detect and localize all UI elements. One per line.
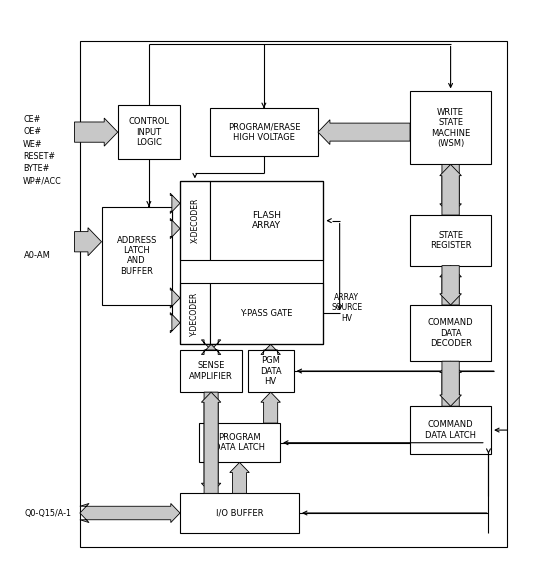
Bar — [180, 282, 210, 344]
Text: PROGRAM
DATA LATCH: PROGRAM DATA LATCH — [214, 433, 265, 453]
Text: COMMAND
DATA LATCH: COMMAND DATA LATCH — [425, 420, 476, 440]
Polygon shape — [440, 164, 461, 215]
Text: Y-DECODER: Y-DECODER — [190, 292, 199, 336]
Polygon shape — [75, 118, 118, 146]
Polygon shape — [170, 312, 180, 333]
Text: PROGRAM/ERASE
HIGH VOLTAGE: PROGRAM/ERASE HIGH VOLTAGE — [227, 123, 300, 142]
Text: STATE
REGISTER: STATE REGISTER — [430, 231, 471, 250]
Bar — [210, 282, 324, 344]
Text: X-DECODER: X-DECODER — [190, 198, 199, 244]
Polygon shape — [80, 503, 180, 523]
Polygon shape — [440, 361, 461, 406]
Polygon shape — [440, 266, 461, 305]
Polygon shape — [440, 164, 461, 215]
Polygon shape — [201, 340, 221, 350]
Polygon shape — [230, 462, 249, 493]
Text: SENSE
AMPLIFIER: SENSE AMPLIFIER — [189, 362, 233, 381]
Text: FLASH
ARRAY: FLASH ARRAY — [252, 211, 281, 231]
Text: CONTROL
INPUT
LOGIC: CONTROL INPUT LOGIC — [128, 117, 169, 147]
Bar — [180, 493, 299, 533]
Text: I/O BUFFER: I/O BUFFER — [216, 508, 263, 518]
Polygon shape — [75, 228, 102, 256]
Text: Y-PASS GATE: Y-PASS GATE — [240, 309, 293, 318]
Bar — [102, 207, 172, 305]
Text: ADDRESS
LATCH
AND
BUFFER: ADDRESS LATCH AND BUFFER — [116, 236, 157, 276]
Polygon shape — [318, 120, 410, 145]
Text: PGM
DATA
HV: PGM DATA HV — [260, 356, 281, 386]
Text: A0-AM: A0-AM — [24, 251, 51, 260]
Polygon shape — [201, 392, 221, 493]
Polygon shape — [170, 288, 180, 308]
Bar — [180, 350, 242, 392]
Polygon shape — [261, 392, 280, 423]
Text: WE#: WE# — [23, 140, 42, 149]
Polygon shape — [201, 392, 221, 493]
Polygon shape — [261, 344, 280, 354]
Polygon shape — [440, 266, 461, 305]
Polygon shape — [440, 361, 461, 406]
Bar — [80, 41, 508, 547]
Bar — [248, 350, 294, 392]
Text: BYTE#: BYTE# — [23, 164, 50, 173]
Bar — [210, 181, 324, 260]
Bar — [210, 108, 318, 156]
Bar — [410, 92, 491, 164]
Polygon shape — [170, 193, 180, 214]
Bar — [410, 215, 491, 266]
Text: WRITE
STATE
MACHINE
(WSM): WRITE STATE MACHINE (WSM) — [431, 108, 470, 148]
Text: RESET#: RESET# — [23, 152, 55, 161]
Text: ARRAY
SOURCE
HV: ARRAY SOURCE HV — [331, 293, 362, 323]
Text: WP#/ACC: WP#/ACC — [23, 177, 62, 186]
Bar — [180, 181, 324, 344]
Bar — [118, 106, 180, 159]
Text: Q0-Q15/A-1: Q0-Q15/A-1 — [24, 508, 71, 518]
Polygon shape — [170, 219, 180, 238]
Bar — [199, 423, 280, 462]
Bar — [410, 406, 491, 454]
Text: OE#: OE# — [23, 127, 41, 136]
Bar — [180, 181, 210, 260]
Text: COMMAND
DATA
DECODER: COMMAND DATA DECODER — [428, 318, 473, 348]
Polygon shape — [201, 344, 221, 354]
Text: CE#: CE# — [23, 115, 40, 124]
Bar — [410, 305, 491, 361]
